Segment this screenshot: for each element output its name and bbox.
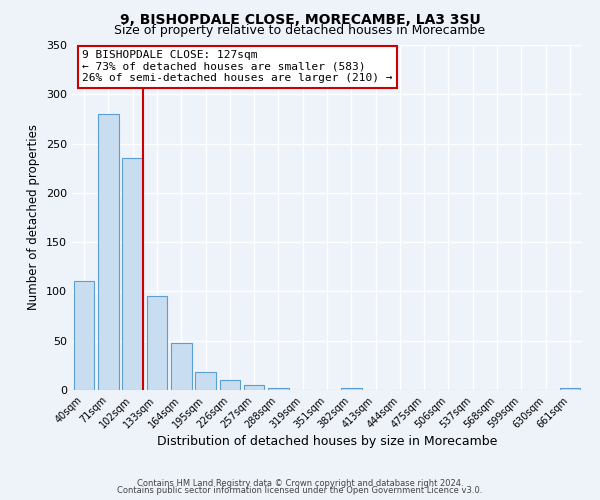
X-axis label: Distribution of detached houses by size in Morecambe: Distribution of detached houses by size … [157, 436, 497, 448]
Bar [171, 342, 191, 390]
Bar [98, 114, 119, 390]
Text: Size of property relative to detached houses in Morecambe: Size of property relative to detached ho… [115, 24, 485, 37]
Bar [220, 380, 240, 390]
Bar [268, 388, 289, 390]
Bar [341, 388, 362, 390]
Bar [74, 280, 94, 390]
Text: Contains public sector information licensed under the Open Government Licence v3: Contains public sector information licen… [118, 486, 482, 495]
Bar [195, 372, 216, 390]
Text: Contains HM Land Registry data © Crown copyright and database right 2024.: Contains HM Land Registry data © Crown c… [137, 478, 463, 488]
Bar [146, 296, 167, 390]
Bar [122, 158, 143, 390]
Y-axis label: Number of detached properties: Number of detached properties [28, 124, 40, 310]
Text: 9 BISHOPDALE CLOSE: 127sqm
← 73% of detached houses are smaller (583)
26% of sem: 9 BISHOPDALE CLOSE: 127sqm ← 73% of deta… [82, 50, 392, 84]
Text: 9, BISHOPDALE CLOSE, MORECAMBE, LA3 3SU: 9, BISHOPDALE CLOSE, MORECAMBE, LA3 3SU [119, 12, 481, 26]
Bar [244, 385, 265, 390]
Bar [560, 388, 580, 390]
